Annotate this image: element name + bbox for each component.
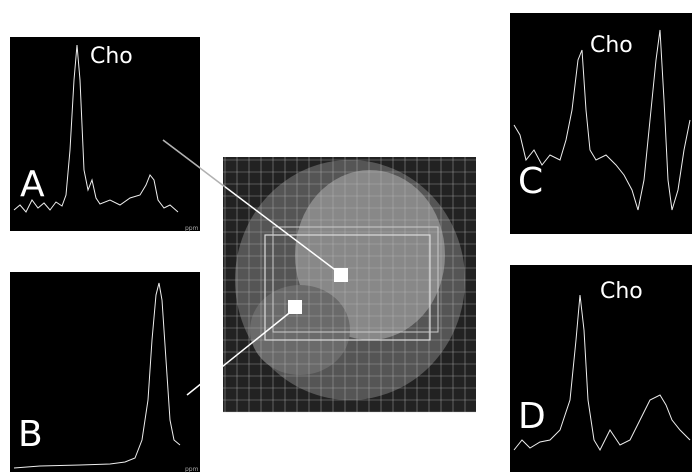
spectrum-background xyxy=(10,37,200,231)
panel-a: Cho A ppm xyxy=(10,37,200,232)
connector-line xyxy=(186,309,294,396)
panel-d: Cho D xyxy=(510,265,692,472)
panel-label: D xyxy=(518,396,546,437)
peak-label: Cho xyxy=(590,33,633,58)
connector-line xyxy=(162,139,226,188)
panel-b: B ppm xyxy=(10,272,200,473)
axis-unit: ppm xyxy=(185,466,199,473)
spectrum-background xyxy=(10,272,200,472)
peak-label: Cho xyxy=(600,279,643,304)
mri-image xyxy=(223,157,476,413)
connector-line xyxy=(162,139,339,273)
spectrum-background xyxy=(510,13,692,234)
spectrum-line xyxy=(513,294,691,452)
spectrum-line xyxy=(13,282,181,469)
panel-c: Cho C xyxy=(510,13,692,234)
axis-unit: ppm xyxy=(185,225,199,232)
spectrum-background xyxy=(510,265,692,472)
spectrum-line xyxy=(13,44,179,213)
tissue-region xyxy=(250,285,350,375)
voi-box xyxy=(264,234,431,341)
panel-label: C xyxy=(518,161,543,202)
panel-label: A xyxy=(20,164,45,205)
spectrum-line xyxy=(513,29,691,211)
peak-label: Cho xyxy=(90,44,133,69)
panel-label: B xyxy=(18,414,43,455)
voi-box-back xyxy=(272,226,439,333)
